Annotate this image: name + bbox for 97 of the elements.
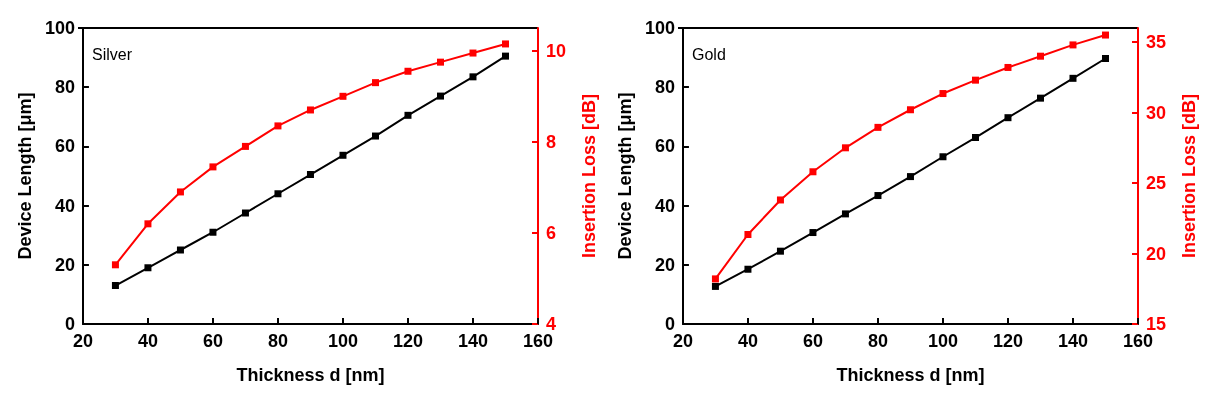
point — [404, 111, 412, 119]
point — [1069, 41, 1077, 49]
point — [502, 40, 509, 48]
x-tick-label: 100 — [927, 331, 958, 351]
point — [809, 168, 817, 176]
point — [906, 106, 914, 114]
point — [339, 92, 347, 100]
y-tick-label: 0 — [664, 314, 675, 334]
x-tick-label: 20 — [72, 331, 93, 351]
y-tick-label: 40 — [54, 195, 75, 216]
point — [209, 228, 217, 236]
point — [1036, 94, 1044, 102]
x-tick-label: 20 — [672, 331, 693, 351]
point — [469, 49, 477, 57]
y-tick-label: 100 — [44, 18, 75, 38]
point — [339, 151, 347, 159]
point — [939, 153, 947, 161]
x-tick-label: 60 — [202, 331, 223, 351]
point — [502, 52, 509, 60]
point — [111, 261, 119, 269]
point — [1004, 63, 1012, 71]
point — [144, 264, 152, 272]
x-tick-label: 100 — [327, 331, 358, 351]
point — [209, 163, 217, 171]
point — [939, 90, 947, 98]
point — [1069, 74, 1077, 82]
point — [306, 171, 314, 179]
point — [841, 210, 849, 218]
x-tick-label: 80 — [867, 331, 888, 351]
y-tick-label: 0 — [64, 314, 75, 334]
point — [241, 209, 249, 217]
point — [241, 142, 249, 150]
x-tick-label: 140 — [1057, 331, 1089, 351]
y-tick-label: 20 — [654, 254, 675, 275]
annotation: Silver — [92, 45, 133, 63]
y2-axis-title: Insertion Loss [dB] — [579, 93, 599, 259]
y-axis-title: Device Length [μm] — [615, 92, 635, 260]
x-tick-label: 80 — [267, 331, 288, 351]
y-axis-title: Device Length [μm] — [15, 92, 35, 260]
point — [274, 190, 282, 198]
point — [111, 282, 119, 290]
point — [371, 79, 379, 87]
point — [176, 188, 184, 196]
point — [906, 173, 914, 181]
y2-axis-title: Insertion Loss [dB] — [1179, 93, 1199, 259]
y-tick-label: 60 — [54, 136, 75, 157]
y2-tick-label: 35 — [1146, 32, 1167, 53]
y-tick-label: 100 — [644, 18, 675, 38]
y2-tick-label: 10 — [546, 40, 567, 61]
point — [711, 282, 719, 290]
y2-tick-label: 4 — [546, 314, 557, 334]
y-tick-label: 80 — [54, 77, 75, 98]
point — [371, 132, 379, 140]
point — [404, 67, 412, 75]
x-axis-title: Thickness d [nm] — [236, 365, 385, 385]
point — [306, 106, 314, 114]
x-tick-label: 120 — [992, 331, 1023, 351]
x-tick-label: 160 — [522, 331, 554, 351]
point — [874, 123, 882, 131]
annotation: Gold — [692, 45, 726, 63]
point — [744, 265, 752, 273]
point — [274, 122, 282, 130]
y-tick-label: 40 — [654, 195, 675, 216]
y-tick-label: 60 — [654, 136, 675, 157]
y2-tick-label: 30 — [1146, 102, 1167, 123]
x-tick-label: 160 — [1122, 331, 1154, 351]
point — [1102, 54, 1109, 62]
point — [436, 58, 444, 66]
x-tick-label: 40 — [137, 331, 158, 351]
point — [1004, 114, 1012, 122]
x-tick-label: 40 — [737, 331, 758, 351]
x-axis-title: Thickness d [nm] — [836, 365, 985, 385]
point — [144, 220, 152, 228]
y2-tick-label: 20 — [1146, 243, 1167, 264]
point — [971, 134, 979, 142]
x-tick-label: 60 — [802, 331, 823, 351]
point — [841, 144, 849, 152]
y2-tick-label: 6 — [546, 222, 557, 243]
point — [874, 192, 882, 200]
point — [1036, 52, 1044, 60]
point — [176, 246, 184, 254]
y2-tick-label: 25 — [1146, 173, 1167, 194]
point — [711, 275, 719, 283]
point — [776, 196, 784, 204]
point — [436, 92, 444, 100]
point — [971, 76, 979, 84]
point — [1102, 31, 1109, 39]
y2-tick-label: 8 — [546, 131, 557, 152]
point — [776, 247, 784, 255]
y2-tick-label: 15 — [1146, 314, 1167, 334]
point — [744, 231, 752, 238]
y-tick-label: 80 — [654, 77, 675, 98]
x-tick-label: 120 — [392, 331, 423, 351]
x-tick-label: 140 — [457, 331, 489, 351]
point — [469, 73, 477, 81]
y-tick-label: 20 — [54, 254, 75, 275]
point — [809, 229, 817, 237]
